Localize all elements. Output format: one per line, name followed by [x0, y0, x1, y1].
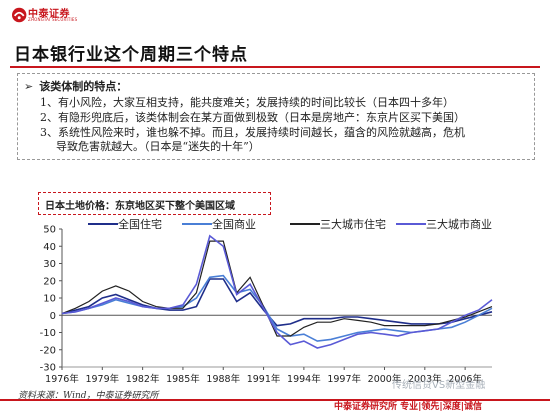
chart-label-box: 日本土地价格：东京地区买下整个美国区域: [38, 192, 271, 215]
y-tick-label: -20: [40, 345, 56, 356]
y-tick-label: -10: [40, 328, 56, 339]
footer-divider: [0, 399, 550, 401]
x-tick-label: 2006年: [448, 373, 482, 385]
footer-text: 中泰证券研究所 专业|领先|深度|诚信: [334, 402, 482, 412]
page-title: 日本银行业这个周期三个特点: [14, 45, 248, 65]
bullet-line-3: 3、系统性风险来时，谁也躲不掉。而且，发展持续时间越长，蕴含的风险就越高，危机: [40, 126, 465, 139]
bullet-heading: ➢ 该类体制的特点：: [24, 78, 127, 94]
y-tick-label: 0: [50, 311, 56, 322]
bullet-box: ➢ 该类体制的特点： 1、有小风险，大家互相支持，能共度难关；发展持续的时间比较长…: [17, 73, 535, 160]
chart-label: 日本土地价格：东京地区买下整个美国区域: [45, 201, 235, 212]
x-tick-label: 1994年: [287, 373, 321, 385]
x-tick-label: 1997年: [327, 373, 361, 385]
bullet-line-1: 1、有小风险，大家互相支持，能共度难关；发展持续的时间比较长（日本四十多年）: [40, 96, 454, 109]
x-tick-label: 1982年: [126, 373, 160, 385]
x-tick-label: 1991年: [247, 373, 281, 385]
legend-label-4: 三大城市商业: [426, 217, 492, 231]
land-price-chart: -30 -20 -10 0 10 20 30 40 50 1976年 1979年 1982年 1985年…: [40, 217, 493, 385]
y-tick-label: 30: [43, 259, 56, 270]
x-tick-label: 2003年: [408, 373, 442, 385]
x-tick-label: 1985年: [166, 373, 200, 385]
legend-label-1: 全国住宅: [118, 217, 162, 231]
series-line-4: [61, 234, 493, 349]
y-tick-label: 20: [43, 276, 56, 287]
brand-logo-icon: [12, 7, 27, 23]
series-line-3: [61, 240, 493, 337]
brand-name-en: ZHONGTAI SECURITIES: [28, 17, 78, 22]
arrow-bullet-icon: ➢: [24, 80, 34, 93]
x-tick-label: 1988年: [206, 373, 240, 385]
bullet-heading-text: 该类体制的特点：: [39, 80, 128, 93]
source-note: 资料来源：Wind，中泰证券研究所: [18, 391, 159, 401]
watermark: 传统信贷VS新型金融: [392, 380, 486, 391]
legend-label-2: 全国商业: [212, 217, 256, 231]
x-tick-label: 1976年: [45, 373, 79, 385]
brand-name: 中泰证券: [28, 9, 70, 20]
bullet-line-4: 导致危害就越大。（日本是“迷失的十年”）: [56, 140, 260, 153]
legend-label-3: 三大城市住宅: [320, 217, 386, 231]
title-divider: [10, 66, 540, 68]
bullet-line-2: 2、有隐形兜底后，该类体制会在某方面做到极致（日本是房地产：东京片区买下美国）: [40, 111, 465, 124]
x-tick-label: 2000年: [368, 373, 402, 385]
header-bar: 中泰证券 ZHONGTAI SECURITIES: [0, 0, 550, 28]
series-line-1: [61, 278, 493, 327]
x-tick-label: 1979年: [85, 373, 119, 385]
y-tick-label: -30: [40, 363, 56, 374]
y-tick-label: 40: [43, 242, 56, 253]
y-tick-label: 50: [43, 225, 56, 236]
y-tick-label: 10: [43, 294, 56, 305]
